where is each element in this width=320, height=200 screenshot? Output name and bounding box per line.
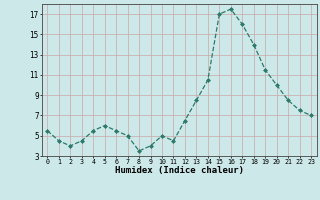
X-axis label: Humidex (Indice chaleur): Humidex (Indice chaleur) (115, 166, 244, 175)
